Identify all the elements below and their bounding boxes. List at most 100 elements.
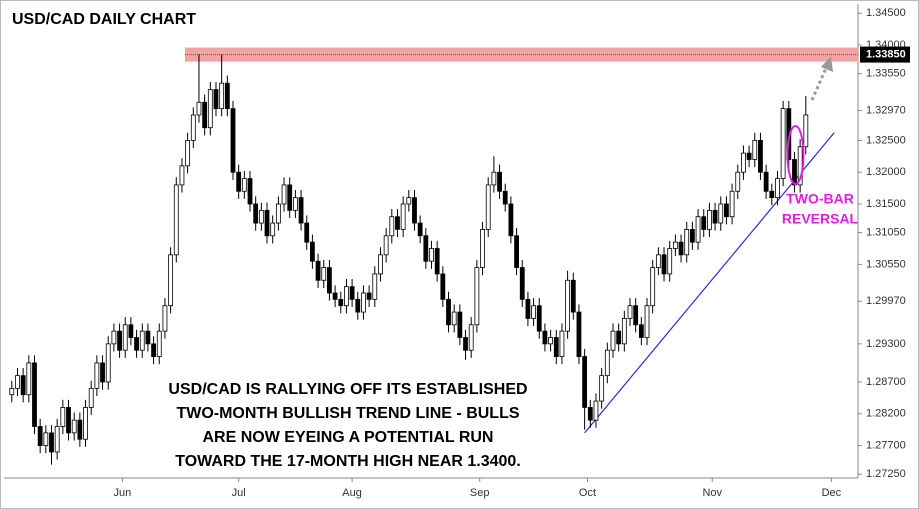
candle-body bbox=[519, 267, 525, 300]
candle-body bbox=[627, 305, 633, 319]
candle-body bbox=[514, 235, 519, 268]
candle-body bbox=[689, 229, 695, 243]
candle-body bbox=[599, 375, 605, 402]
x-tick-label: Oct bbox=[579, 487, 596, 499]
candle-body bbox=[701, 216, 707, 230]
candle-body bbox=[366, 292, 372, 300]
candle-body bbox=[122, 324, 128, 351]
candle-body bbox=[468, 324, 474, 351]
candle-body bbox=[26, 362, 32, 396]
y-tick-label: 1.27250 bbox=[866, 468, 906, 480]
candle-body bbox=[638, 324, 644, 338]
candle-body bbox=[168, 254, 174, 307]
y-tick-label: 1.31500 bbox=[866, 198, 906, 210]
candle-body bbox=[792, 159, 797, 186]
candle-body bbox=[485, 184, 491, 230]
candle-body bbox=[361, 292, 366, 313]
candle-body bbox=[400, 203, 406, 230]
candle-body bbox=[15, 375, 20, 389]
candle-body bbox=[344, 286, 349, 307]
candle-body bbox=[37, 426, 43, 446]
candle-body bbox=[202, 101, 208, 129]
candle-body bbox=[372, 273, 378, 300]
candle-body bbox=[247, 178, 253, 205]
candle-body bbox=[117, 330, 122, 351]
y-tick-label: 1.28700 bbox=[866, 376, 906, 388]
candle-body bbox=[684, 229, 690, 256]
x-tick-label: Jul bbox=[232, 487, 246, 499]
candle-body bbox=[803, 114, 809, 148]
candle-body bbox=[621, 318, 627, 345]
candle-body bbox=[349, 286, 355, 300]
candle-body bbox=[582, 356, 588, 408]
candle-body bbox=[264, 209, 270, 237]
candle-body bbox=[224, 82, 230, 110]
candle-body bbox=[9, 387, 15, 396]
candle-body bbox=[151, 343, 156, 357]
candle-body bbox=[213, 89, 219, 110]
candle-body bbox=[434, 248, 440, 275]
y-tick-label: 1.29970 bbox=[866, 295, 906, 307]
candle-body bbox=[105, 343, 111, 383]
candle-body bbox=[173, 184, 179, 256]
x-tick-label: Dec bbox=[822, 487, 842, 499]
candle-body bbox=[474, 267, 480, 326]
annotation-line: USD/CAD IS RALLYING OFF ITS ESTABLISHED bbox=[168, 381, 527, 398]
candle-body bbox=[446, 298, 451, 326]
candle-body bbox=[576, 311, 582, 357]
candle-body bbox=[712, 209, 718, 224]
candle-body bbox=[88, 387, 94, 408]
candle-body bbox=[327, 267, 332, 294]
candle-body bbox=[236, 171, 242, 192]
candle-body bbox=[304, 222, 310, 243]
candle-body bbox=[292, 197, 298, 211]
candle-body bbox=[525, 298, 531, 319]
callout-line: TWO-BAR bbox=[786, 191, 854, 207]
candle-body bbox=[49, 432, 54, 453]
candle-body bbox=[667, 248, 673, 275]
candle-body bbox=[315, 260, 321, 281]
annotation-line: TWO-MONTH BULLISH TREND LINE - BULLS bbox=[176, 405, 519, 422]
candle-body bbox=[763, 171, 769, 192]
candle-body bbox=[100, 362, 105, 383]
candle-body bbox=[741, 152, 746, 173]
candle-body bbox=[752, 140, 758, 160]
candle-body bbox=[412, 197, 417, 224]
candle-body bbox=[559, 330, 565, 357]
candle-body bbox=[553, 337, 559, 357]
candle-body bbox=[275, 203, 281, 224]
candle-body bbox=[661, 254, 667, 275]
candle-body bbox=[71, 419, 77, 434]
annotation-line: ARE NOW EYEING A POTENTIAL RUN bbox=[203, 429, 494, 446]
candle-body bbox=[718, 203, 724, 224]
candle-body bbox=[633, 305, 639, 326]
candle-body bbox=[610, 330, 616, 351]
candle-body bbox=[94, 362, 100, 389]
candle-body bbox=[383, 235, 389, 256]
x-tick-label: Jun bbox=[114, 487, 132, 499]
candle-body bbox=[332, 292, 338, 300]
y-tick-label: 1.32000 bbox=[866, 166, 906, 178]
candle-body bbox=[440, 273, 446, 300]
chart-title: USD/CAD DAILY CHART bbox=[12, 11, 196, 28]
x-tick-label: Sep bbox=[470, 487, 490, 499]
candle-body bbox=[417, 222, 423, 237]
y-tick-label: 1.30550 bbox=[866, 258, 906, 270]
candle-body bbox=[128, 324, 134, 338]
candle-body bbox=[491, 171, 497, 186]
candle-body bbox=[253, 203, 259, 224]
candle-body bbox=[111, 330, 117, 345]
candle-body bbox=[389, 216, 395, 237]
candle-body bbox=[570, 279, 576, 313]
candle-body bbox=[451, 311, 457, 326]
candle-body bbox=[309, 241, 315, 262]
candle-body bbox=[644, 305, 650, 338]
candle-body bbox=[185, 140, 191, 167]
resistance-label-box bbox=[860, 46, 910, 63]
candle-body bbox=[281, 184, 287, 205]
candle-body bbox=[338, 298, 344, 307]
candle-body bbox=[355, 298, 361, 313]
y-tick-label: 1.32500 bbox=[866, 134, 906, 146]
candle-body bbox=[321, 267, 327, 281]
